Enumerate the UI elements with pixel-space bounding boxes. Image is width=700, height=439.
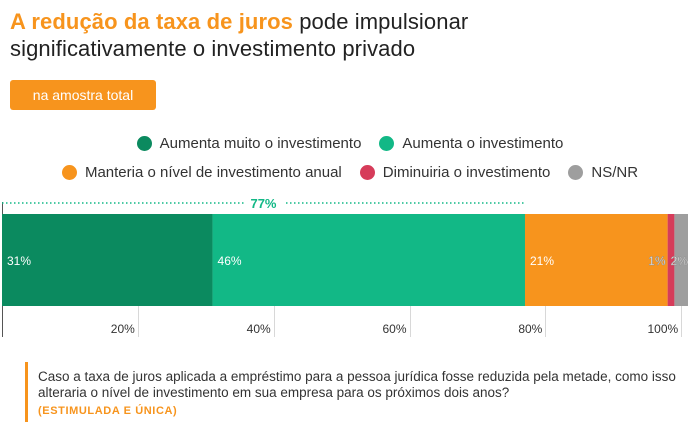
legend-label: Manteria o nível de investimento anual xyxy=(84,164,342,181)
legend-item-aumenta: Aumenta o investimento xyxy=(379,135,563,152)
data-label-5: 2% xyxy=(671,254,689,268)
bar-segment-1 xyxy=(2,214,213,306)
title-highlight: A redução da taxa de juros xyxy=(10,9,293,34)
title-rest: pode impulsionar xyxy=(292,9,469,34)
legend-row-2: Manteria o nível de investimento anual D… xyxy=(0,164,700,181)
bar-segment-3 xyxy=(524,214,668,306)
legend-swatch xyxy=(379,136,395,151)
data-label-3: 21% xyxy=(530,254,554,268)
bar-segment-5 xyxy=(674,214,688,306)
legend-swatch xyxy=(136,136,152,151)
question-text: Caso a taxa de juros aplicada a emprésti… xyxy=(38,369,676,400)
legend-item-nsnr: NS/NR xyxy=(568,164,638,181)
bar-segment-2 xyxy=(212,214,525,306)
bracket-label-bg xyxy=(243,194,284,212)
legend-swatch xyxy=(568,165,584,180)
data-label-4: 1% xyxy=(648,254,666,268)
legend-row-1: Aumenta muito o investimento Aumenta o i… xyxy=(0,135,700,152)
x-tick-label: 100% xyxy=(648,322,679,336)
legend-label: Aumenta muito o investimento xyxy=(159,135,362,152)
x-tick-label: 40% xyxy=(247,322,271,336)
note-accent-bar xyxy=(25,362,28,422)
legend-item-manteria: Manteria o nível de investimento anual xyxy=(61,164,342,181)
data-label-1: 31% xyxy=(7,254,31,268)
title-line2: significativamente o investimento privad… xyxy=(10,36,416,61)
legend-label: Aumenta o investimento xyxy=(402,135,564,152)
legend-label: Diminuiria o investimento xyxy=(382,164,551,181)
legend-swatch xyxy=(61,165,77,180)
bracket-label: 77% xyxy=(250,196,276,211)
question-tag: (ESTIMULADA E ÚNICA) xyxy=(38,405,178,417)
x-tick-label: 60% xyxy=(382,322,406,336)
legend-label: NS/NR xyxy=(591,164,639,181)
data-label-2: 46% xyxy=(218,254,242,268)
x-tick-label: 80% xyxy=(518,322,542,336)
x-tick-label: 20% xyxy=(111,322,135,336)
bar-segment-4 xyxy=(667,214,675,306)
legend-item-diminuiria: Diminuiria o investimento xyxy=(359,164,551,181)
stacked-bar-chart: 31% 46% 21% 1% 2% 20% 40% 60% 80% 100% 77% xyxy=(2,194,689,337)
sample-badge: na amostra total xyxy=(10,80,156,110)
chart-title: A redução da taxa de juros pode impulsio… xyxy=(10,8,690,62)
legend-swatch xyxy=(359,165,375,180)
legend-item-aumenta-muito: Aumenta muito o investimento xyxy=(136,135,362,152)
